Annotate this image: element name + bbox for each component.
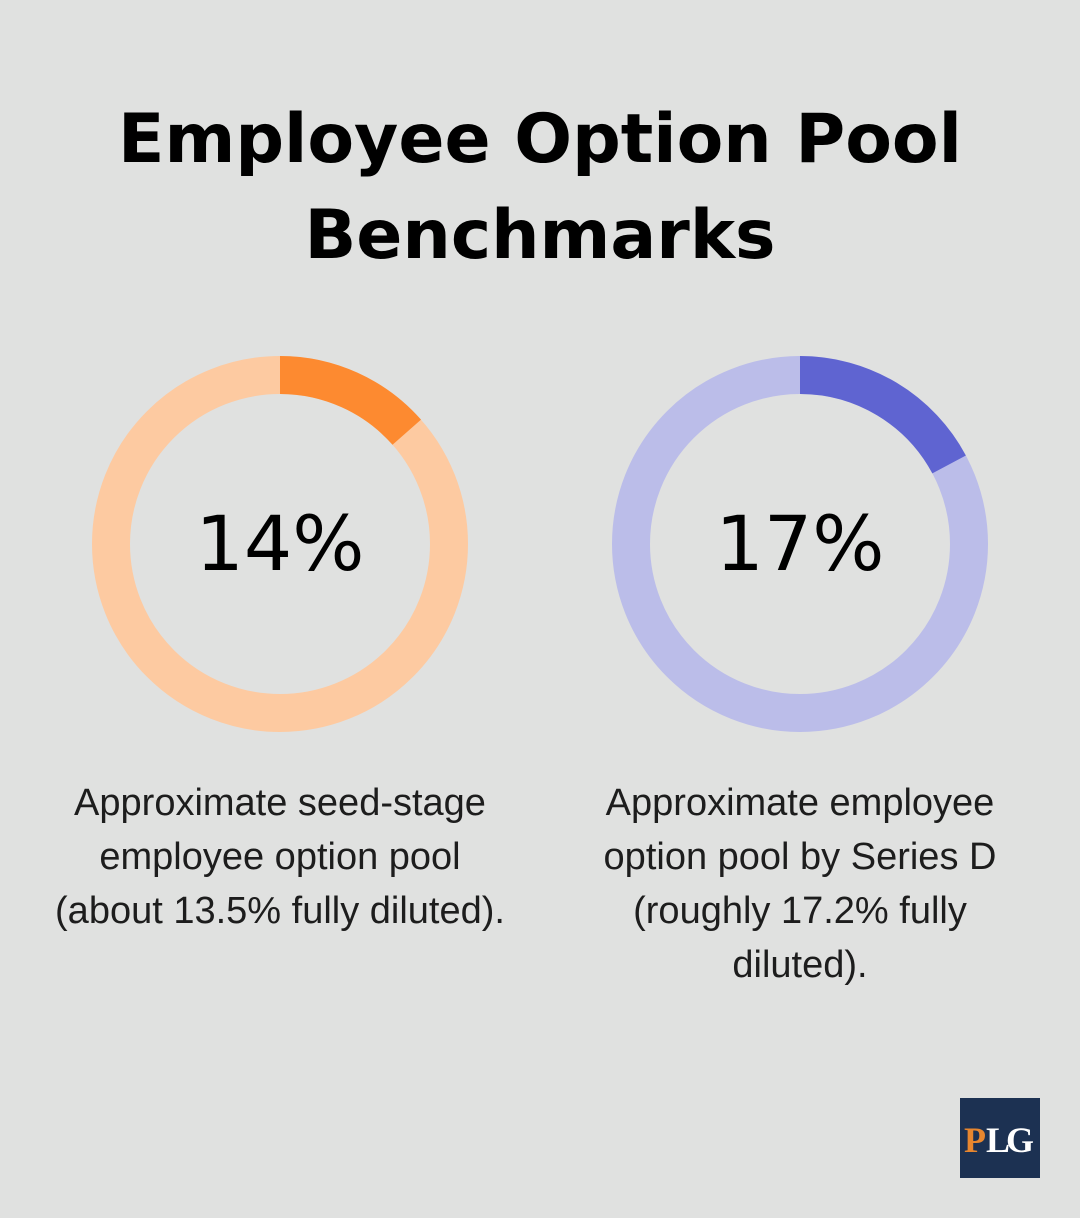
logo-letter-g: G: [1006, 1120, 1034, 1160]
logo-letter-l: L: [986, 1120, 1010, 1160]
donut-panel-series-d: 17% Approximate employee option pool by …: [570, 354, 1030, 992]
plg-logo: P L G: [960, 1098, 1040, 1178]
donut-arc-seed: [279, 356, 422, 446]
donut-chart-seed: 14%: [90, 354, 470, 734]
chart-title: Employee Option Pool Benchmarks: [0, 92, 1080, 284]
donut-value-series-d: 17%: [715, 499, 885, 588]
donut-svg-seed: [92, 356, 468, 732]
donut-arc-series-d: [799, 356, 966, 474]
description-seed: Approximate seed-stage employee option p…: [55, 782, 505, 932]
donut-panel-seed: 14% Approximate seed-stage employee opti…: [50, 354, 510, 938]
donut-value-seed: 14%: [195, 499, 365, 588]
donut-svg-series-d: [612, 356, 988, 732]
logo-letter-p: P: [964, 1120, 986, 1160]
description-series-d: Approximate employee option pool by Seri…: [603, 782, 997, 986]
title-line-1: Employee Option Pool: [118, 100, 962, 179]
donut-chart-series-d: 17%: [610, 354, 990, 734]
title-line-2: Benchmarks: [304, 196, 776, 275]
plg-logo-mark: P L G: [964, 1120, 1034, 1160]
